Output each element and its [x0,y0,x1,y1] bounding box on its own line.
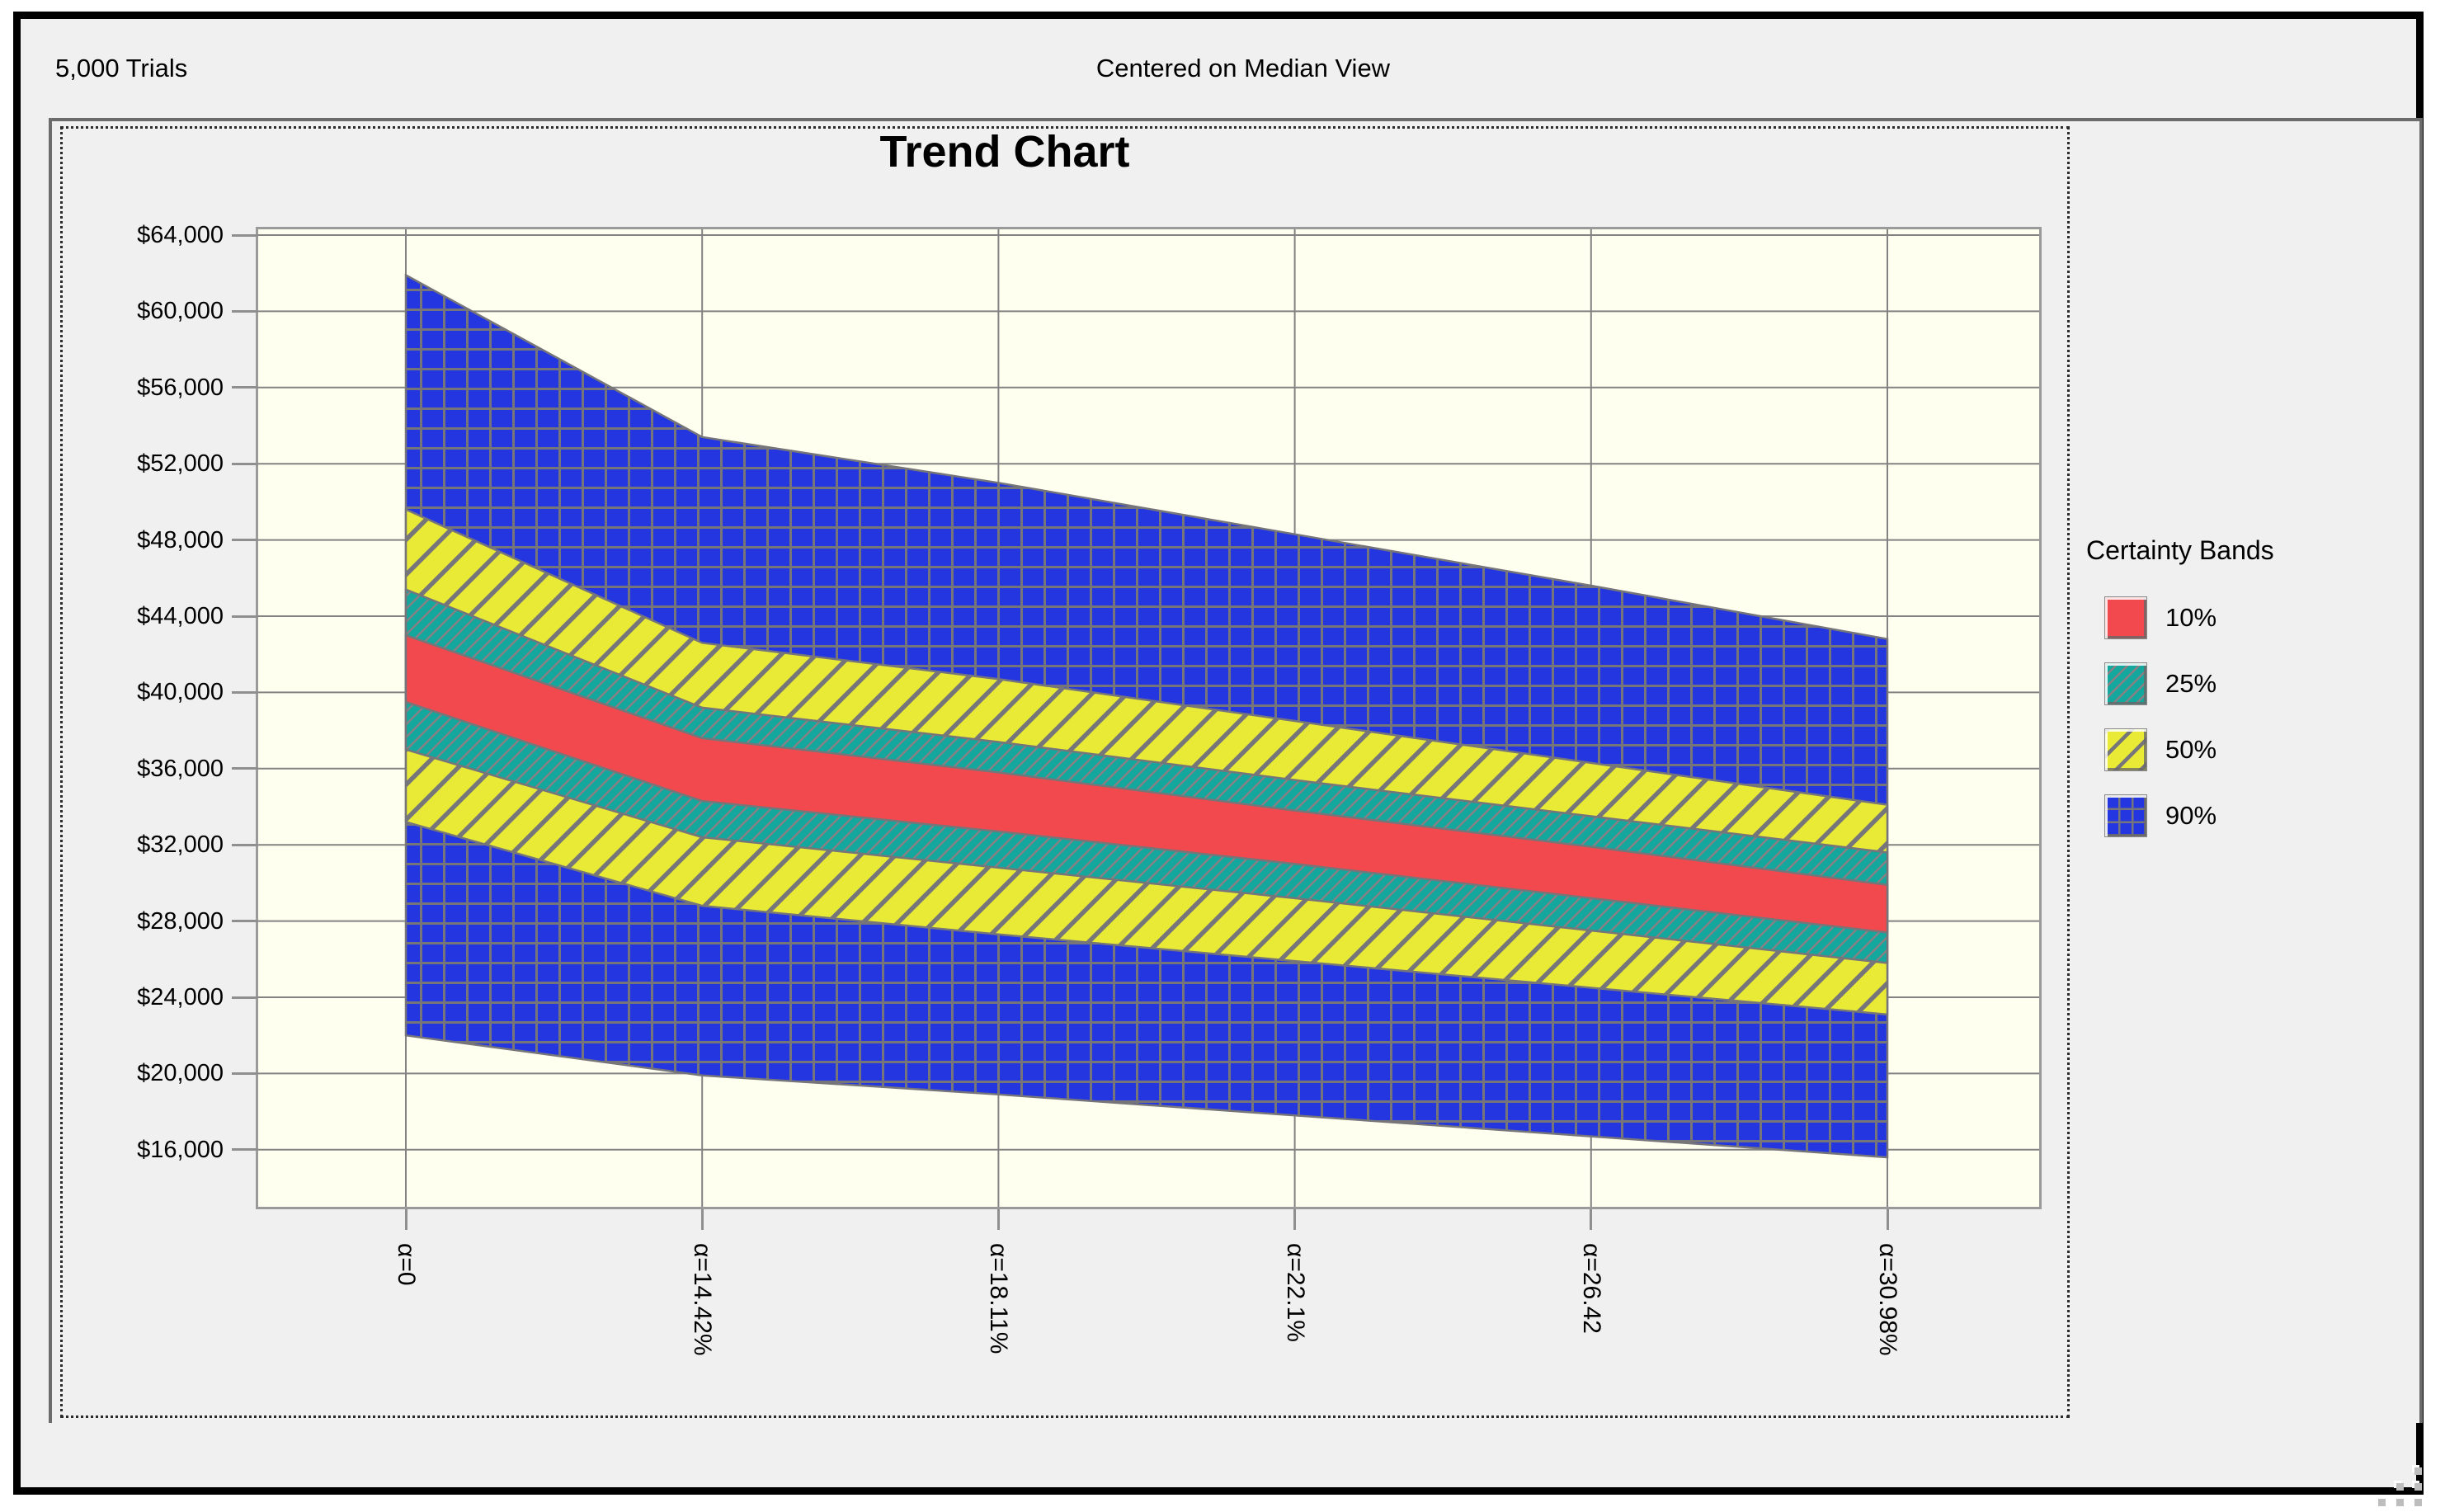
view-mode-label: Centered on Median View [1095,54,1391,82]
chart-title: Trend Chart [879,127,1130,177]
y-axis-tick [232,615,258,618]
y-axis-label: $56,000 [137,374,224,401]
x-axis-tick [700,1209,704,1230]
y-axis-tick [232,920,258,923]
y-axis-label: $64,000 [137,222,224,248]
legend-swatch-red-icon [2104,596,2147,639]
x-axis-label: α=0 [393,1243,420,1286]
band-10% [404,634,1889,934]
legend-item-label: 10% [2165,603,2217,632]
legend-title: Certainty Bands [2086,535,2274,565]
x-axis-label: α=14.42% [689,1243,717,1356]
y-axis-label: $36,000 [137,755,224,782]
y-axis-tick [232,690,258,694]
legend-swatch-teal-icon [2104,662,2147,705]
y-axis-tick [232,1148,258,1152]
y-axis-label: $32,000 [137,831,224,859]
legend-swatch-yellow-icon [2104,728,2147,771]
y-axis-tick [232,767,258,770]
resize-grip[interactable] [2378,1467,2424,1509]
trend-bands-svg [258,229,2039,1207]
y-axis-label: $24,000 [137,984,224,1010]
trials-count-label: 5,000 Trials [55,54,188,82]
legend-item-label: 25% [2165,669,2217,698]
x-axis-tick [996,1209,1000,1230]
y-axis-label: $44,000 [137,603,224,629]
x-axis-tick [1293,1209,1297,1230]
x-axis-label: α=22.1% [1281,1243,1309,1342]
x-axis-tick [1590,1209,1593,1230]
legend-swatch-blue-icon [2104,794,2147,837]
y-axis-label: $60,000 [137,298,224,325]
y-axis-label: $48,000 [137,526,224,553]
x-axis-label: α=26.42 [1577,1243,1605,1334]
y-axis-tick [232,462,258,465]
y-axis-tick [232,539,258,542]
x-axis-label: α=30.98% [1874,1243,1901,1356]
y-axis-label: $52,000 [137,450,224,478]
x-axis-tick [1886,1209,1889,1230]
y-axis-tick [232,843,258,846]
legend-item-label: 50% [2165,735,2217,764]
y-axis-label: $28,000 [137,907,224,935]
y-axis-tick [232,1072,258,1075]
y-axis-tick [232,386,258,389]
x-axis-tick [404,1209,408,1230]
y-axis-tick [232,309,258,313]
legend-item-label: 90% [2165,801,2217,830]
x-axis-label: α=18.11% [985,1243,1013,1354]
y-axis-label: $16,000 [137,1136,224,1163]
y-axis-tick [232,996,258,999]
plot-area [256,227,2042,1209]
y-axis-tick [232,233,258,237]
chart-selection-marquee[interactable] [60,126,2070,1418]
window-frame: 5,000 Trials Centered on Median View Tre… [13,12,2424,1506]
y-axis-label: $40,000 [137,679,224,706]
y-axis-label: $20,000 [137,1060,224,1087]
